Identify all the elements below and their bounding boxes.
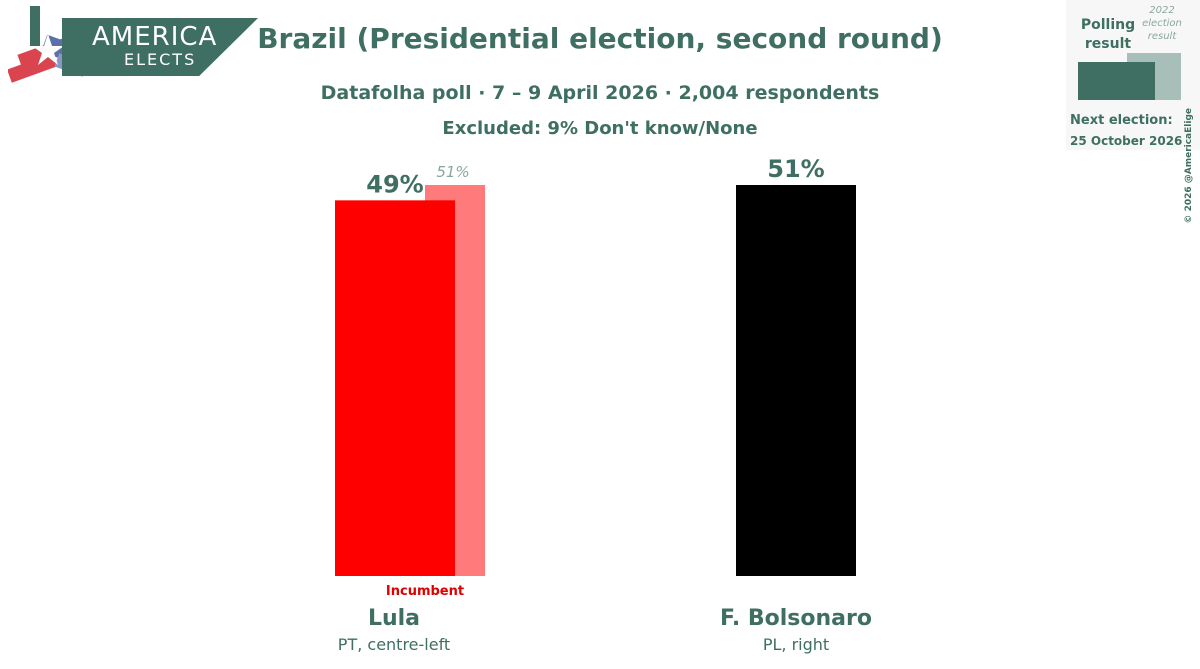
logo-text-america: AMERICA — [92, 22, 218, 52]
label-lula: 49% — [366, 170, 423, 198]
legend-polling-line2: result — [1084, 36, 1132, 52]
logo-text-elects: ELECTS — [124, 50, 197, 69]
legend-prev-label: 2022 election result — [1142, 4, 1182, 43]
party-f-bolsonaro: PL, right — [763, 635, 829, 654]
label-f-bolsonaro: 51% — [767, 155, 824, 183]
legend-prev-line1: 2022 — [1149, 5, 1175, 16]
incumbent-label: Incumbent — [386, 584, 464, 599]
legend-prev-line2: election — [1142, 18, 1182, 29]
bar-lula — [335, 200, 455, 577]
poll-subtitle: Datafolha poll · 7 – 9 April 2026 · 2,00… — [320, 82, 880, 104]
legend-swatch-polling — [1078, 62, 1155, 100]
candidate-lula: Lula — [368, 606, 420, 631]
candidate-f-bolsonaro: F. Bolsonaro — [720, 606, 872, 631]
next-election-label: Next election: — [1070, 113, 1173, 128]
legend-polling-line1: Polling — [1080, 17, 1136, 33]
bar-f-bolsonaro — [736, 185, 856, 576]
chart-title: Brazil (Presidential election, second ro… — [257, 22, 943, 55]
legend-polling-label: Polling result — [1072, 16, 1144, 54]
next-election-date: 25 October 2026 — [1070, 134, 1183, 148]
next-election: Next election: 25 October 2026 — [1070, 110, 1182, 152]
party-lula: PT, centre-left — [338, 635, 450, 654]
label-prev-lula: 51% — [436, 163, 469, 181]
excluded-note: Excluded: 9% Don't know/None — [442, 118, 758, 139]
legend-prev-line3: result — [1147, 31, 1177, 42]
